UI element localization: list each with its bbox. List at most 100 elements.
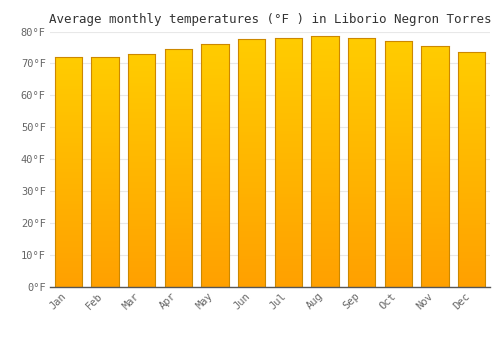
- Bar: [54, 132, 82, 135]
- Bar: [164, 212, 192, 216]
- Bar: [274, 38, 302, 41]
- Bar: [421, 196, 448, 200]
- Bar: [348, 153, 376, 156]
- Bar: [54, 177, 82, 181]
- Bar: [164, 248, 192, 251]
- Bar: [311, 240, 339, 243]
- Bar: [458, 161, 485, 164]
- Bar: [128, 194, 156, 197]
- Bar: [54, 60, 82, 63]
- Bar: [238, 120, 266, 123]
- Bar: [384, 118, 412, 121]
- Bar: [348, 199, 376, 203]
- Bar: [384, 182, 412, 186]
- Bar: [91, 232, 119, 235]
- Bar: [384, 195, 412, 198]
- Bar: [274, 271, 302, 274]
- Bar: [164, 67, 192, 70]
- Bar: [421, 118, 448, 121]
- Bar: [54, 155, 82, 158]
- Bar: [201, 211, 229, 214]
- Bar: [54, 77, 82, 80]
- Bar: [311, 233, 339, 237]
- Bar: [384, 186, 412, 189]
- Bar: [54, 71, 82, 74]
- Bar: [164, 126, 192, 130]
- Bar: [311, 180, 339, 184]
- Bar: [458, 169, 485, 173]
- Bar: [311, 265, 339, 268]
- Bar: [91, 270, 119, 273]
- Bar: [348, 144, 376, 147]
- Bar: [384, 152, 412, 155]
- Bar: [311, 111, 339, 115]
- Bar: [458, 61, 485, 64]
- Bar: [128, 100, 156, 103]
- Bar: [201, 123, 229, 126]
- Bar: [458, 211, 485, 214]
- Bar: [421, 245, 448, 248]
- Bar: [311, 80, 339, 83]
- Bar: [91, 284, 119, 287]
- Bar: [54, 206, 82, 209]
- Bar: [421, 55, 448, 58]
- Bar: [421, 236, 448, 239]
- Bar: [164, 174, 192, 177]
- Bar: [164, 216, 192, 219]
- Bar: [238, 52, 266, 55]
- Bar: [91, 114, 119, 117]
- Bar: [91, 65, 119, 69]
- Bar: [54, 146, 82, 149]
- Bar: [421, 184, 448, 188]
- Bar: [201, 196, 229, 199]
- Bar: [91, 123, 119, 126]
- Bar: [311, 227, 339, 231]
- Bar: [384, 81, 412, 84]
- Bar: [91, 117, 119, 120]
- Bar: [128, 208, 156, 211]
- Bar: [274, 166, 302, 169]
- Bar: [311, 187, 339, 190]
- Bar: [128, 182, 156, 185]
- Bar: [91, 149, 119, 152]
- Bar: [421, 281, 448, 284]
- Bar: [164, 278, 192, 281]
- Bar: [164, 168, 192, 171]
- Bar: [274, 53, 302, 57]
- Bar: [54, 108, 82, 112]
- Bar: [311, 237, 339, 240]
- Bar: [421, 109, 448, 112]
- Bar: [384, 136, 412, 139]
- Bar: [91, 77, 119, 80]
- Bar: [421, 154, 448, 158]
- Bar: [238, 247, 266, 250]
- Bar: [201, 217, 229, 220]
- Bar: [54, 281, 82, 284]
- Bar: [54, 183, 82, 187]
- Bar: [274, 175, 302, 178]
- Bar: [458, 70, 485, 73]
- Bar: [128, 205, 156, 208]
- Bar: [348, 209, 376, 212]
- Bar: [458, 131, 485, 134]
- Bar: [274, 268, 302, 272]
- Bar: [201, 177, 229, 181]
- Bar: [274, 246, 302, 250]
- Bar: [128, 202, 156, 205]
- Bar: [384, 176, 412, 180]
- Bar: [238, 188, 266, 191]
- Bar: [348, 284, 376, 287]
- Bar: [54, 189, 82, 192]
- Bar: [384, 253, 412, 256]
- Bar: [421, 175, 448, 178]
- Bar: [201, 111, 229, 114]
- Bar: [91, 103, 119, 106]
- Bar: [128, 275, 156, 278]
- Bar: [384, 191, 412, 195]
- Bar: [384, 201, 412, 204]
- Bar: [458, 120, 485, 123]
- Bar: [128, 255, 156, 258]
- Bar: [311, 202, 339, 205]
- Bar: [201, 108, 229, 111]
- Bar: [128, 164, 156, 168]
